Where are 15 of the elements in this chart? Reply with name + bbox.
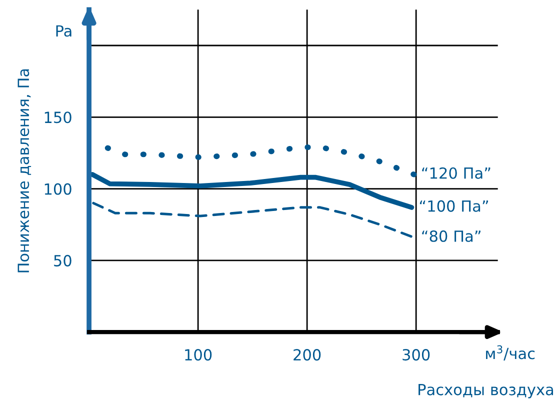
y-tick-label: 50: [54, 254, 72, 266]
y-tick-label: 100: [44, 183, 72, 195]
line-series: [90, 172, 414, 210]
text: м$^{3}$/час: [486, 345, 535, 360]
x-tick-label: 100: [185, 349, 212, 361]
series-label: “80 Па”: [422, 230, 480, 242]
series-label: “120 Па”: [422, 167, 490, 179]
y-axis-title: Понижение давления, Па: [18, 69, 32, 272]
x-tick-label: 300: [402, 349, 430, 361]
text: Pa: [56, 25, 72, 37]
y-tick-label: 150: [44, 112, 72, 124]
x-axis-title: Расходы воздуха: [418, 384, 554, 398]
line-series: [92, 202, 416, 239]
series-label: “100 Па”: [420, 200, 488, 212]
x-tick-label: 200: [294, 349, 321, 361]
